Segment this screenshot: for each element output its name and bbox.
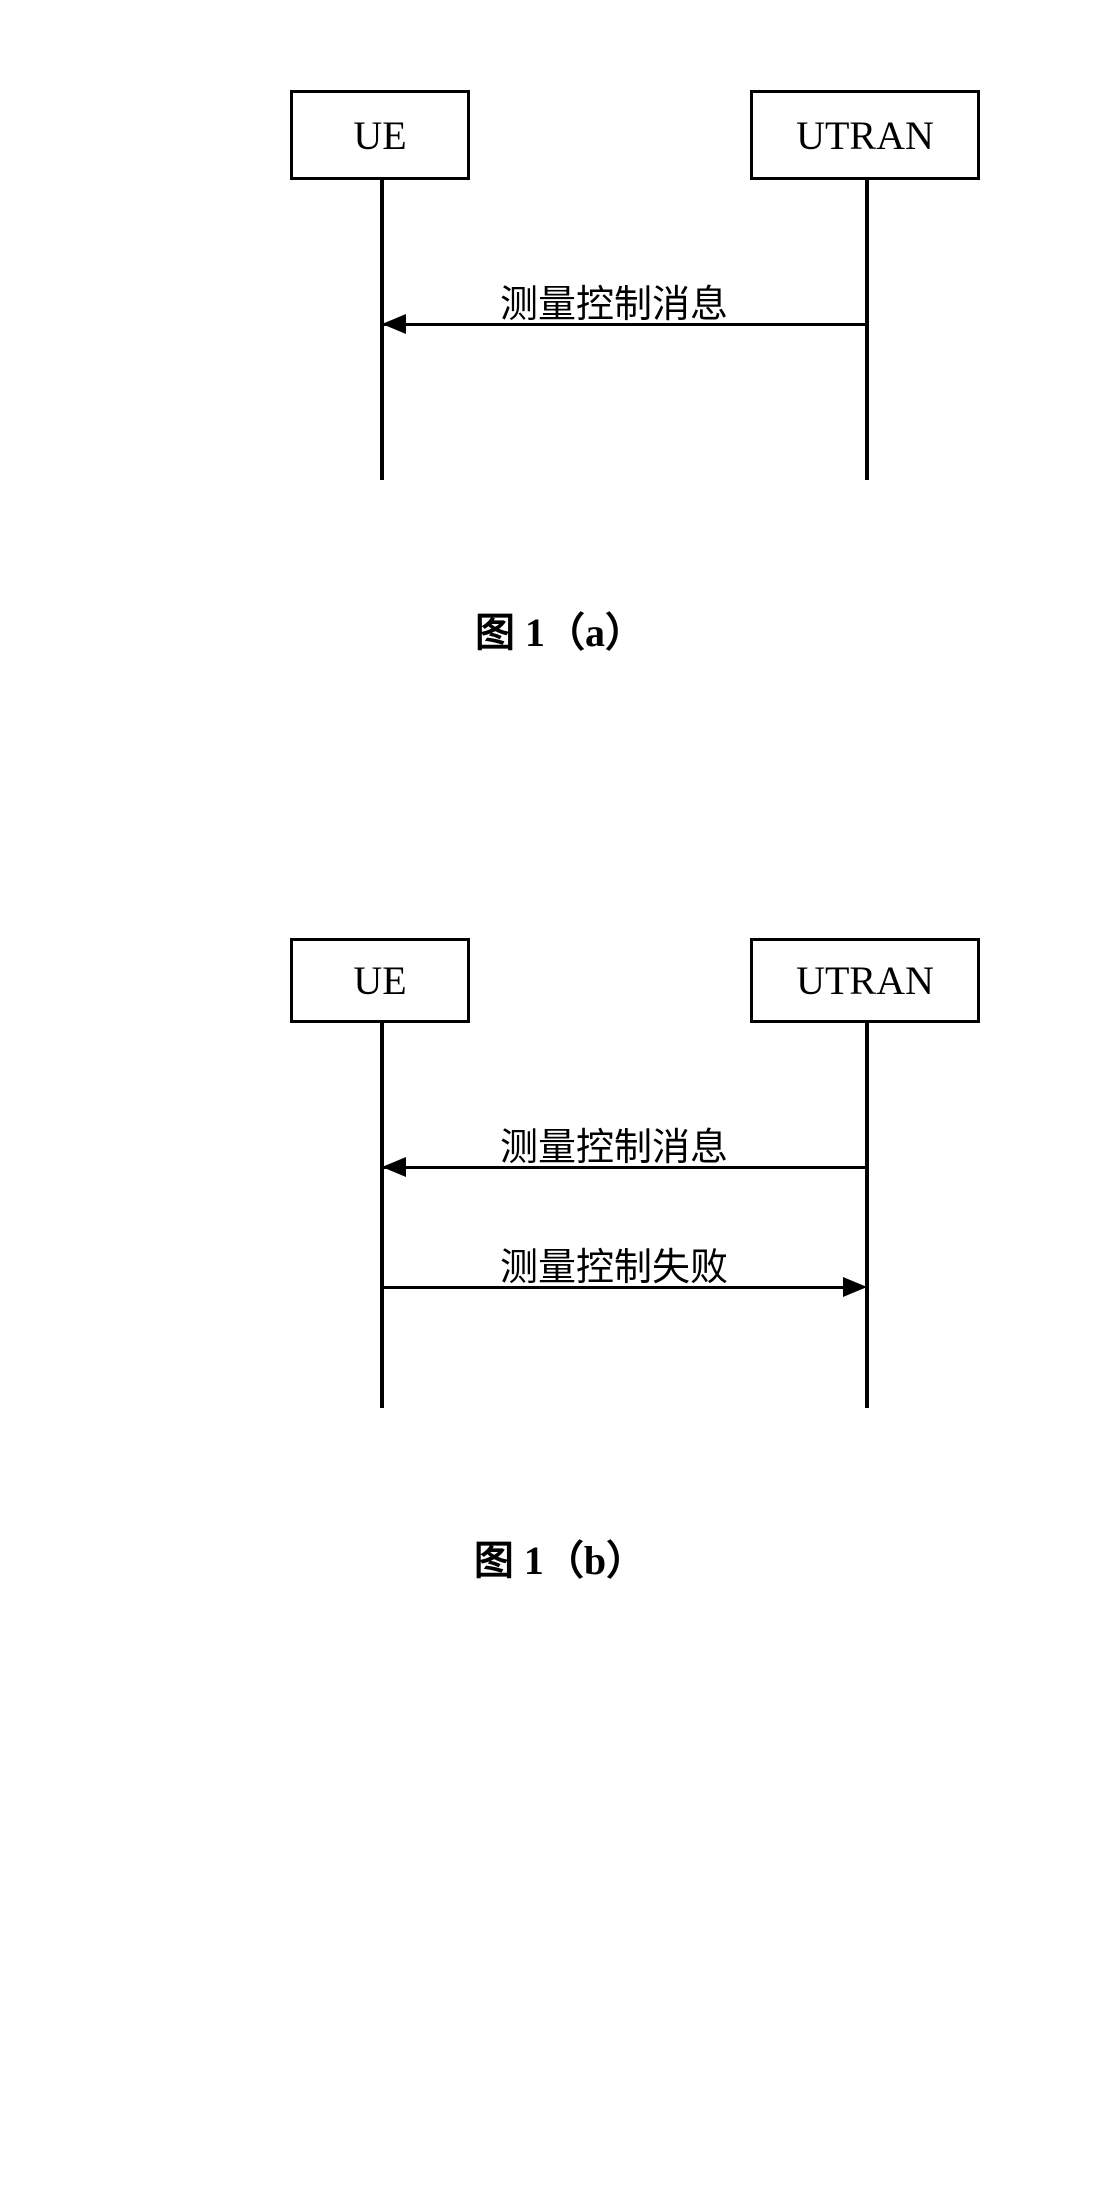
- lifeline-utran: [865, 180, 869, 480]
- participant-ue: UE: [290, 90, 470, 180]
- sequence-diagram-b: UE UTRAN 测量控制消息 测量控制失败: [150, 908, 970, 1408]
- participant-utran: UTRAN: [750, 938, 980, 1023]
- participant-ue: UE: [290, 938, 470, 1023]
- message-label-1: 测量控制消息: [500, 1116, 728, 1171]
- figure-caption-b: 图 1（b）: [150, 1528, 970, 1586]
- arrow-head-1: [382, 314, 406, 334]
- message-label-1: 测量控制消息: [500, 273, 728, 328]
- arrow-head-2: [843, 1277, 867, 1297]
- participant-utran: UTRAN: [750, 90, 980, 180]
- message-label-2: 测量控制失败: [500, 1236, 728, 1291]
- participant-utran-label: UTRAN: [796, 957, 934, 1004]
- figure-caption-a: 图 1（a）: [150, 600, 970, 658]
- arrow-head-1: [382, 1157, 406, 1177]
- participant-ue-label: UE: [353, 957, 406, 1004]
- sequence-diagram-a: UE UTRAN 测量控制消息: [150, 60, 970, 480]
- participant-utran-label: UTRAN: [796, 112, 934, 159]
- lifeline-ue: [380, 1023, 384, 1408]
- lifeline-utran: [865, 1023, 869, 1408]
- participant-ue-label: UE: [353, 112, 406, 159]
